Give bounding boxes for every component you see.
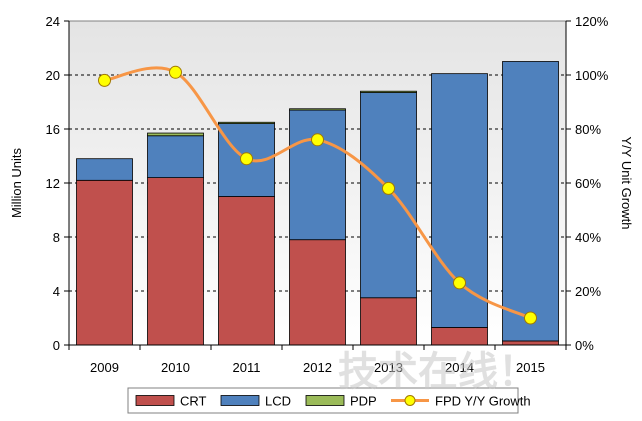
- y-tick-label-left: 16: [46, 122, 60, 137]
- bar-pdp-2013: [360, 90, 417, 93]
- legend-label-crt: CRT: [180, 394, 207, 409]
- legend-swatch-pdp: [305, 395, 345, 406]
- y-tick-label-right: 20%: [575, 284, 601, 299]
- growth-point-2009: [98, 73, 111, 87]
- bar-crt-2010: [147, 177, 204, 346]
- bar-pdp-2012: [289, 108, 346, 111]
- growth-point-2015: [524, 311, 537, 325]
- y-tick-label-right: 40%: [575, 230, 601, 245]
- bar-lcd-2015: [502, 61, 559, 342]
- x-tick-label-2009: 2009: [90, 360, 119, 375]
- y-tick-label-left: 4: [53, 284, 60, 299]
- growth-point-2014: [453, 276, 466, 290]
- legend-label-growth: FPD Y/Y Growth: [435, 394, 531, 409]
- y-tick-label-right: 120%: [575, 14, 609, 29]
- legend-swatch-lcd: [220, 395, 260, 406]
- y-tick-label-right: 0%: [575, 338, 594, 353]
- y-tick-label-right: 80%: [575, 122, 601, 137]
- bar-lcd-2009: [76, 158, 133, 181]
- y-tick-label-right: 60%: [575, 176, 601, 191]
- y-tick-label-left: 12: [46, 176, 60, 191]
- bar-crt-2012: [289, 239, 346, 346]
- x-tick-label-2010: 2010: [161, 360, 190, 375]
- legend-box: [127, 387, 519, 414]
- growth-point-2010: [169, 65, 182, 79]
- growth-point-2013: [382, 181, 395, 195]
- x-tick-label-2011: 2011: [233, 360, 261, 375]
- y-axis-title-left: Million Units: [9, 147, 24, 218]
- legend-label-lcd: LCD: [265, 394, 291, 409]
- bar-lcd-2010: [147, 135, 204, 178]
- x-tick-label-2015: 2015: [516, 360, 545, 375]
- bar-crt-2009: [76, 179, 133, 346]
- y-axis-title-right: Y/Y Unit Growth: [619, 137, 634, 230]
- bar-pdp-2011: [218, 121, 275, 125]
- bar-lcd-2013: [360, 92, 417, 299]
- bar-crt-2014: [431, 327, 488, 346]
- watermark: 技术在线！: [338, 349, 538, 395]
- growth-point-2012: [311, 133, 324, 147]
- bar-crt-2013: [360, 297, 417, 346]
- bar-crt-2015: [502, 340, 559, 346]
- x-tick-label-2012: 2012: [303, 360, 332, 375]
- y-tick-label-left: 24: [46, 14, 60, 29]
- legend-label-pdp: PDP: [350, 394, 377, 409]
- x-tick-label-2014: 2014: [445, 360, 474, 375]
- y-tick-label-left: 20: [46, 68, 60, 83]
- y-tick-label-left: 8: [53, 230, 60, 245]
- bar-pdp-2010: [147, 132, 204, 137]
- growth-point-2011: [240, 152, 253, 166]
- legend-marker-growth: [404, 395, 416, 406]
- y-tick-label-left: 0: [53, 338, 60, 353]
- legend-swatch-crt: [135, 395, 175, 406]
- x-tick-label-2013: 2013: [374, 360, 403, 375]
- y-tick-label-right: 100%: [575, 68, 609, 83]
- bar-lcd-2012: [289, 109, 346, 241]
- bar-crt-2011: [218, 196, 275, 346]
